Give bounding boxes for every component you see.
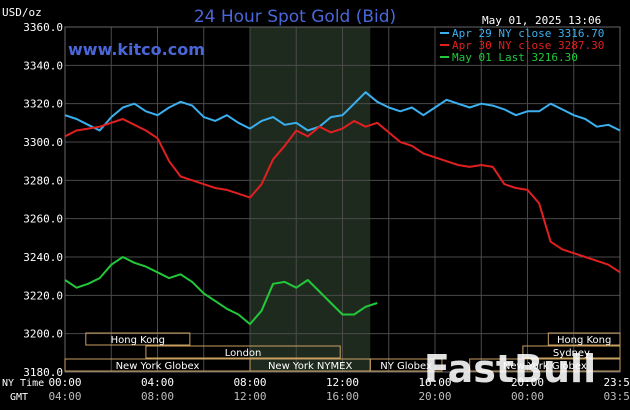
legend-entry: May 01 Last 3216.30 bbox=[452, 51, 578, 64]
x-tick-label-ny: 00:00 bbox=[48, 376, 81, 389]
x-tick-label-gmt: 16:00 bbox=[326, 390, 359, 403]
y-unit-label: USD/oz bbox=[2, 6, 42, 19]
series-line bbox=[64, 118, 621, 274]
session-band-label: New York NYMEX bbox=[268, 361, 353, 372]
session-shade bbox=[250, 27, 371, 372]
legend-entry: Apr 30 NY close 3287.30 bbox=[452, 39, 604, 52]
y-tick-label: 3220.0 bbox=[23, 289, 63, 302]
x-tick-label-ny: 16:00 bbox=[418, 376, 451, 389]
session-band-label: NY Globex bbox=[380, 361, 432, 372]
y-tick-label: 3340.0 bbox=[23, 59, 63, 72]
session-bands-layer: Hong Kong Hong Kong London Sydney New York G… bbox=[64, 332, 621, 372]
legend-entry: Apr 29 NY close 3316.70 bbox=[452, 27, 604, 40]
y-tick-label: 3240.0 bbox=[23, 251, 63, 264]
y-tick-label: 3280.0 bbox=[23, 174, 63, 187]
source-link[interactable]: www.kitco.com bbox=[68, 40, 205, 59]
session-shade-layer bbox=[250, 27, 371, 372]
y-tick-label: 3180.0 bbox=[23, 366, 63, 379]
axis-labels-layer: 3180.0 3200.0 3220.0 3240.0 3260.0 3280.0 3300… bbox=[23, 21, 630, 403]
y-tick-label: 3260.0 bbox=[23, 213, 63, 226]
session-band-label: Sydney bbox=[553, 348, 590, 359]
series-line bbox=[64, 91, 621, 132]
x-tick-label-gmt: 03:59 bbox=[603, 390, 630, 403]
watermark-logo: FastBull bbox=[424, 347, 596, 391]
x-tick-label-gmt: 12:00 bbox=[233, 390, 266, 403]
x-tick-label-gmt: 20:00 bbox=[418, 390, 451, 403]
session-band bbox=[522, 345, 621, 359]
y-tick-label: 3200.0 bbox=[23, 328, 63, 341]
session-band bbox=[547, 332, 621, 346]
session-band-label: Hong Kong bbox=[111, 335, 165, 346]
session-band-label: London bbox=[225, 348, 262, 359]
x-tick-label-ny: 12:00 bbox=[326, 376, 359, 389]
series-line bbox=[64, 256, 378, 326]
x-tick-label-gmt: 04:00 bbox=[48, 390, 81, 403]
y-tick-label: 3320.0 bbox=[23, 98, 63, 111]
session-band bbox=[145, 345, 341, 359]
chart-title: 24 Hour Spot Gold (Bid) bbox=[194, 7, 396, 27]
y-tick-label: 3300.0 bbox=[23, 136, 63, 149]
session-band-label: New York Globex bbox=[503, 361, 587, 372]
x-tick-label-ny: 20:00 bbox=[511, 376, 544, 389]
x-tick-label-gmt: 08:00 bbox=[141, 390, 174, 403]
session-band bbox=[469, 358, 621, 372]
x-tick-label-ny: 04:00 bbox=[141, 376, 174, 389]
x-tick-label-ny: 23:59 bbox=[603, 376, 630, 389]
x-tick-label-gmt: 00:00 bbox=[511, 390, 544, 403]
session-band bbox=[369, 358, 443, 372]
x-tick-label-ny: 08:00 bbox=[233, 376, 266, 389]
x-row-label-ny: NY Time bbox=[2, 378, 44, 389]
timestamp: May 01, 2025 13:06 bbox=[482, 14, 601, 27]
series-lines-layer bbox=[64, 91, 621, 326]
plot-frame bbox=[64, 26, 621, 373]
session-band bbox=[85, 332, 191, 346]
session-band-label: Hong Kong bbox=[557, 335, 611, 346]
session-band-label: New York Globex bbox=[116, 361, 200, 372]
y-tick-label: 3360.0 bbox=[23, 21, 63, 34]
x-row-label-gmt: GMT bbox=[10, 392, 28, 403]
grid-layer bbox=[64, 26, 621, 373]
